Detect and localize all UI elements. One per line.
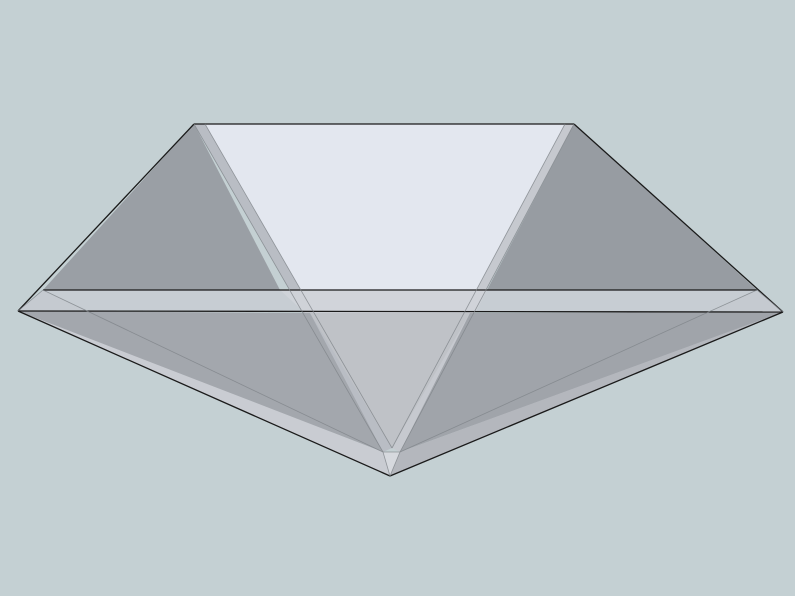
left-inner-bevel [194,124,392,452]
top-face [205,124,565,448]
lower-center-face [310,313,470,448]
bottom-tip-bevel [383,452,400,476]
interior-edges [17,123,784,477]
slab-overlap-top [280,290,487,313]
left-outer-face [43,124,280,290]
right-outer-face [487,124,757,290]
edge-lines [17,123,784,477]
right-inner-bevel [392,124,574,452]
